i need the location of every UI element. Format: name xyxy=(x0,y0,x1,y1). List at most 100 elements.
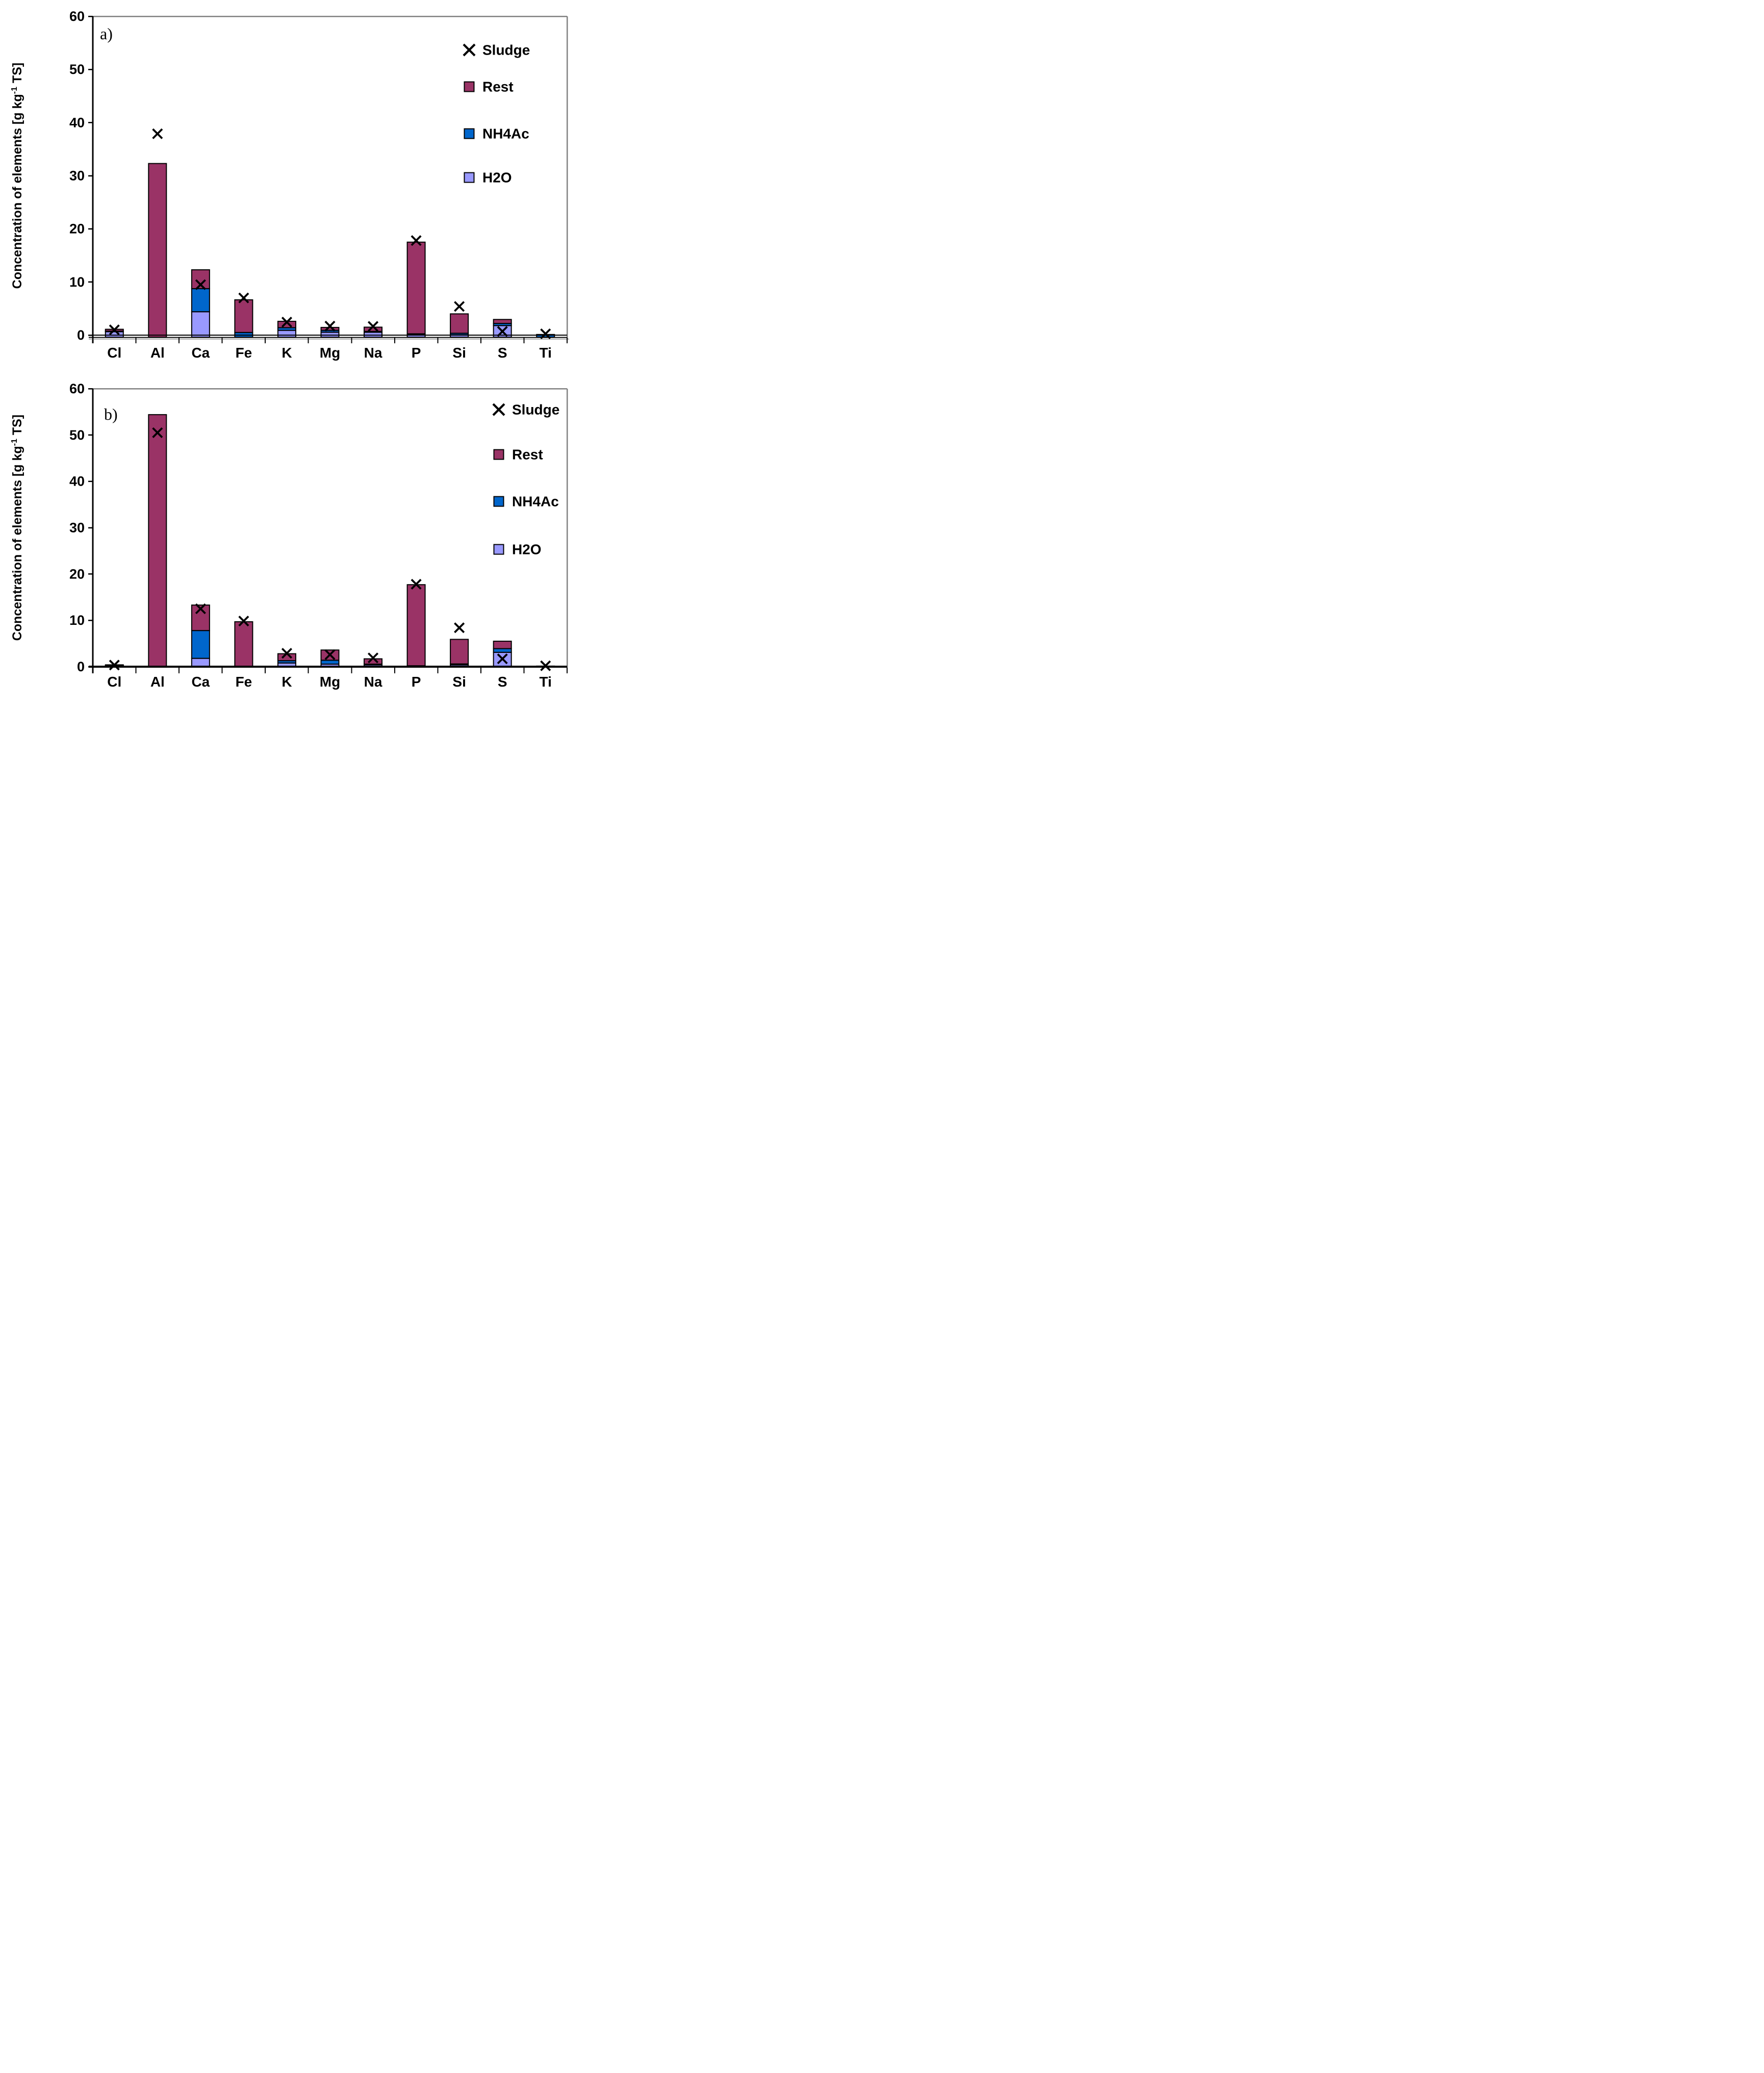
sludge-marker-Mg xyxy=(324,649,336,660)
y-tick-label-20: 20 xyxy=(69,566,85,582)
x-tick-label-Ti: Ti xyxy=(540,345,552,361)
y-tick-label-60: 60 xyxy=(69,9,85,24)
sludge-marker-P xyxy=(411,235,422,246)
y-tick-label-20: 20 xyxy=(69,221,85,237)
legend-label-Rest: Rest xyxy=(512,447,543,463)
sludge-marker-K xyxy=(281,316,292,328)
x-tick-label-Al: Al xyxy=(150,674,165,690)
bar-segment-Ca-NH4Ac xyxy=(191,630,210,659)
bar-segment-Si-Rest xyxy=(450,313,469,334)
sludge-marker-Al xyxy=(152,427,163,438)
legend-label-Rest: Rest xyxy=(482,79,514,95)
bar-segment-Si-Rest xyxy=(450,639,469,665)
x-tick-label-Al: Al xyxy=(150,345,165,361)
sludge-marker-Ca xyxy=(195,279,206,290)
bar-segment-Mg-Rest xyxy=(320,326,340,331)
bar-segment-K-Rest xyxy=(277,653,296,662)
bar-segment-P-Rest xyxy=(406,584,426,667)
legend-swatch-icon-Rest xyxy=(464,81,475,92)
legend-label-Sludge: Sludge xyxy=(512,402,559,418)
bar-segment-S-Rest xyxy=(493,319,512,324)
y-tick-label-50: 50 xyxy=(69,62,85,77)
x-tick-label-Cl: Cl xyxy=(107,674,121,690)
legend-swatch-icon-H2O xyxy=(464,172,475,183)
y-tick-label-10: 10 xyxy=(69,274,85,290)
x-tick-label-Si: Si xyxy=(452,345,466,361)
sludge-marker-K xyxy=(281,648,292,659)
y-axis-title: Concentration of elements [g kg-1 TS] xyxy=(10,63,24,289)
legend-x-icon-Sludge xyxy=(492,403,505,416)
x-tick-label-Fe: Fe xyxy=(236,345,252,361)
figure-sequential-extraction: 0 10 20 30 40 50 60 Cl Al Ca Fe K Mg Na P Si S Ti Sludge Re… xyxy=(0,0,588,691)
panel-label-a: a) xyxy=(100,24,113,43)
bar-segment-Ca-H2O xyxy=(191,311,210,338)
sludge-marker-Cl xyxy=(109,660,120,671)
legend-swatch-icon-NH4Ac xyxy=(493,496,504,507)
legend-swatch-icon-NH4Ac xyxy=(464,128,475,139)
sludge-marker-Ti xyxy=(540,660,551,671)
x-tick-label-S: S xyxy=(498,674,507,690)
x-tick-label-P: P xyxy=(412,674,421,690)
bar-segment-Ca-H2O xyxy=(191,658,210,668)
y-tick-label-60: 60 xyxy=(69,381,85,396)
bar-segment-Ca-NH4Ac xyxy=(191,288,210,313)
bar-segment-K-H2O xyxy=(277,330,296,338)
x-tick-label-Si: Si xyxy=(452,674,466,690)
legend-swatch-icon-Rest xyxy=(493,449,504,460)
legend-label-H2O: H2O xyxy=(512,542,542,558)
bar-segment-Mg-NH4Ac xyxy=(320,660,340,665)
bar-segment-Fe-Rest xyxy=(234,299,253,333)
legend-swatch-icon-H2O xyxy=(493,544,504,555)
bar-segment-S-NH4Ac xyxy=(493,648,512,653)
panel-label-b: b) xyxy=(104,405,118,423)
sludge-marker-S xyxy=(497,326,508,337)
y-tick-label-10: 10 xyxy=(69,613,85,628)
sludge-marker-Ti xyxy=(540,328,551,339)
legend-label-NH4Ac: NH4Ac xyxy=(482,126,529,142)
x-tick-label-Na: Na xyxy=(364,345,382,361)
sludge-marker-Al xyxy=(152,128,163,139)
sludge-marker-Na xyxy=(368,652,379,664)
x-tick-label-Cl: Cl xyxy=(107,345,121,361)
chart-b-stacked-bar: 0 10 20 30 40 50 60 Cl Al Ca Fe K Mg Na P Si S Ti Sludge Re… xyxy=(10,381,568,690)
bar-segment-Al-Rest xyxy=(148,163,167,338)
bar-segment-Na-Rest xyxy=(364,658,383,665)
y-tick-label-50: 50 xyxy=(69,427,85,443)
sludge-marker-Fe xyxy=(238,292,249,304)
x-tick-label-Fe: Fe xyxy=(236,674,252,690)
x-tick-label-K: K xyxy=(282,674,292,690)
bar-segment-P-Rest xyxy=(406,241,426,335)
bar-segment-Cl-H2O xyxy=(105,331,124,338)
sludge-marker-Cl xyxy=(109,324,120,336)
y-tick-label-0: 0 xyxy=(77,659,85,674)
y-tick-label-40: 40 xyxy=(69,474,85,489)
x-tick-label-Ca: Ca xyxy=(191,674,210,690)
sludge-marker-P xyxy=(411,578,422,590)
sludge-marker-Si xyxy=(454,301,465,312)
chart-a-stacked-bar: 0 10 20 30 40 50 60 Cl Al Ca Fe K Mg Na P Si S Ti Sludge Re… xyxy=(10,9,569,361)
sludge-marker-Ca xyxy=(195,603,206,615)
y-tick-label-30: 30 xyxy=(69,168,85,184)
x-tick-label-Na: Na xyxy=(364,674,382,690)
bar-segment-Na-Rest xyxy=(364,326,383,332)
x-tick-label-S: S xyxy=(498,345,507,361)
y-tick-label-30: 30 xyxy=(69,520,85,536)
bar-segment-S-Rest xyxy=(493,641,512,649)
x-tick-label-Mg: Mg xyxy=(320,345,340,361)
legend-label-Sludge: Sludge xyxy=(482,42,530,58)
x-tick-label-Ti: Ti xyxy=(540,674,552,690)
y-tick-label-40: 40 xyxy=(69,115,85,130)
bar-segment-Al-Rest xyxy=(148,414,167,667)
sludge-marker-Na xyxy=(368,321,379,332)
y-axis-title: Concentration of elements [g kg-1 TS] xyxy=(10,415,24,641)
x-tick-label-P: P xyxy=(412,345,421,361)
sludge-marker-Si xyxy=(454,622,465,634)
x-tick-label-K: K xyxy=(282,345,292,361)
x-tick-label-Ca: Ca xyxy=(191,345,210,361)
x-tick-label-Mg: Mg xyxy=(320,674,340,690)
sludge-marker-Mg xyxy=(324,320,336,332)
legend-label-H2O: H2O xyxy=(482,170,512,186)
sludge-marker-Fe xyxy=(238,615,249,627)
y-tick-label-0: 0 xyxy=(77,327,85,343)
sludge-marker-S xyxy=(497,653,508,665)
